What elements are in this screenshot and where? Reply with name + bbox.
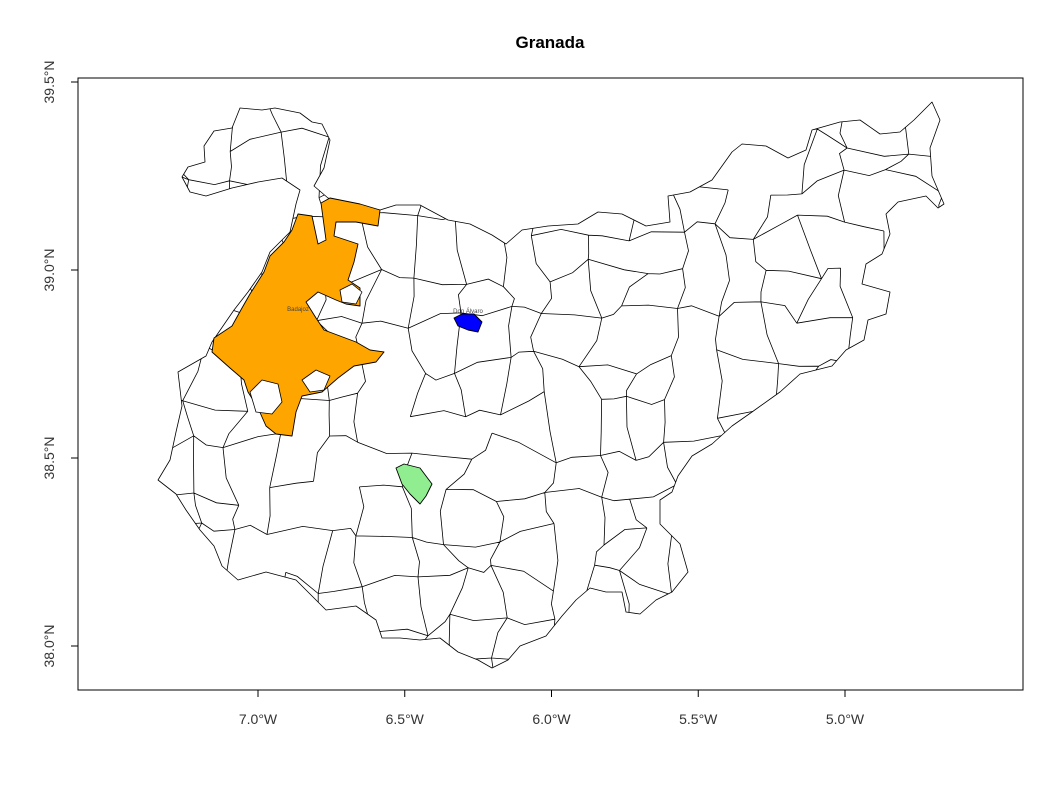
plot-title: Granada xyxy=(516,33,586,52)
region-badajoz xyxy=(211,197,385,437)
x-tick-label: 7.0°W xyxy=(239,711,278,727)
hole-1 xyxy=(249,379,283,415)
label-badajoz: Badajoz xyxy=(287,307,309,313)
label-don-alvaro: Don Álvaro xyxy=(453,308,483,315)
hole-3 xyxy=(339,283,363,305)
x-tick-label: 6.5°W xyxy=(386,711,425,727)
y-tick-label: 38.0°N xyxy=(41,625,57,668)
y-tick-label: 38.5°N xyxy=(41,437,57,480)
y-tick-label: 39.5°N xyxy=(41,61,57,104)
x-tick-label: 5.5°W xyxy=(679,711,718,727)
y-axis: 38.0°N 38.5°N 39.0°N 39.5°N xyxy=(41,61,79,668)
x-tick-label: 5.0°W xyxy=(826,711,865,727)
hole-2 xyxy=(301,369,331,393)
region-green xyxy=(395,463,433,505)
region-don-alvaro xyxy=(453,313,483,333)
y-tick-label: 39.0°N xyxy=(41,249,57,292)
x-axis: 7.0°W 6.5°W 6.0°W 5.5°W 5.0°W xyxy=(239,689,865,727)
province-map: Badajoz Don Álvaro xyxy=(157,101,945,669)
x-tick-label: 6.0°W xyxy=(532,711,571,727)
